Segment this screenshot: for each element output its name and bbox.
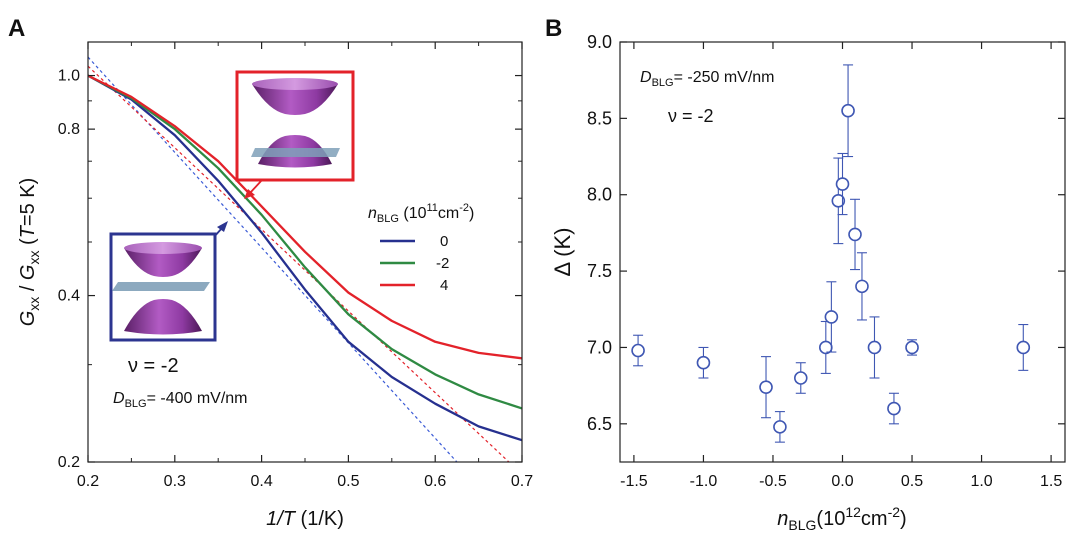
a-xtick-label-1: 0.3 <box>164 473 186 490</box>
panel-b-points <box>631 64 1031 443</box>
a-ytick-label-0: 0.2 <box>58 454 80 471</box>
b-marker-13 <box>887 401 901 416</box>
a-xtick-label-0: 0.2 <box>77 473 99 490</box>
b-data-point-5 <box>819 320 833 374</box>
b-data-point-14 <box>905 339 919 356</box>
a-ytick-label-3: 1.0 <box>58 68 80 85</box>
b-marker-10 <box>848 227 862 242</box>
panel-b-xlabel: nBLG(1012cm-2) <box>777 504 906 533</box>
inset-gapped-arrowhead <box>217 221 228 232</box>
b-data-point-3 <box>773 411 787 443</box>
b-marker-4 <box>793 371 808 385</box>
panel-b-field-annotation: DBLG= -250 mV/nm <box>640 69 775 89</box>
b-ytick-label-1: 7.0 <box>587 337 612 357</box>
b-marker-14 <box>905 340 919 355</box>
a-series-line-2 <box>88 74 522 360</box>
b-ytick-label-0: 6.5 <box>587 414 612 434</box>
b-data-point-6 <box>824 281 839 353</box>
a-xtick-label-4: 0.6 <box>424 473 446 490</box>
panel-b-ticks: -1.5 -1.0 -0.5 0.0 0.5 1.0 1.5 6.5 7.0 7.5 8.0 8.5 9… <box>587 32 1065 490</box>
b-xtick-label-3: 0.0 <box>831 473 853 490</box>
b-ytick-label-2: 7.5 <box>587 261 612 281</box>
a-xtick-label-2: 0.4 <box>250 473 272 490</box>
b-xtick-label-6: 1.5 <box>1040 473 1062 490</box>
panel-a-nu-annotation: ν = -2 <box>128 355 179 377</box>
a-xtick-label-5: 0.7 <box>511 473 533 490</box>
a-series-line-0 <box>88 74 522 442</box>
b-data-point-2 <box>759 356 773 419</box>
panel-b-frame <box>619 41 1066 463</box>
legend-title: nBLG (1011cm-2) <box>368 202 474 225</box>
b-marker-9 <box>841 103 855 118</box>
panel-b-ylabel: Δ (K) <box>550 228 575 277</box>
panel-a-ylabel: Gxx / Gxx (T=5 K) <box>17 178 42 327</box>
a-ytick-label-1: 0.4 <box>58 288 80 305</box>
b-xtick-label-1: -1.0 <box>690 473 718 490</box>
panel-b-nu-annotation: ν = -2 <box>668 106 714 126</box>
b-marker-12 <box>867 340 882 355</box>
b-data-point-9 <box>841 64 855 158</box>
a-series-line-1 <box>88 74 522 410</box>
b-data-point-1 <box>696 346 711 379</box>
legend-label-1: -2 <box>436 255 449 272</box>
b-data-point-8 <box>835 152 850 216</box>
b-marker-2 <box>759 380 773 394</box>
inset-gapped-bands <box>109 232 217 342</box>
panel-a-label: A <box>8 15 25 42</box>
legend-label-0: 0 <box>440 233 448 250</box>
b-xtick-label-0: -1.5 <box>620 473 648 490</box>
b-marker-1 <box>696 355 711 370</box>
b-ytick-label-4: 8.5 <box>587 108 612 128</box>
inset-doped-arrow <box>249 179 263 194</box>
b-ytick-label-5: 9.0 <box>587 32 612 52</box>
b-data-point-11 <box>855 252 869 321</box>
b-xtick-label-4: 0.5 <box>901 473 923 490</box>
b-xtick-label-2: -0.5 <box>759 473 787 490</box>
inset-doped-arrowhead <box>244 189 255 199</box>
panel-a-field-annotation: DBLG= -400 mV/nm <box>113 390 248 410</box>
panel-a: A 0.2 0.3 0.4 0.5 0.6 0.7 0.2 0.4 0.8 1.0 Gxx / G… <box>8 15 533 530</box>
b-marker-3 <box>773 420 787 434</box>
b-data-point-4 <box>793 362 808 394</box>
legend-label-2: 4 <box>440 277 448 294</box>
panel-b-label: B <box>545 15 562 42</box>
b-marker-8 <box>835 177 850 191</box>
b-marker-11 <box>855 279 869 294</box>
b-ytick-label-3: 8.0 <box>587 185 612 205</box>
b-marker-7 <box>831 194 846 208</box>
panel-a-fit-lines <box>88 56 510 462</box>
b-data-point-0 <box>631 334 645 367</box>
b-marker-6 <box>824 310 839 324</box>
panel-a-ticks: 0.2 0.3 0.4 0.5 0.6 0.7 0.2 0.4 0.8 1.0 <box>58 42 533 490</box>
b-data-point-10 <box>848 198 862 271</box>
b-marker-0 <box>631 343 645 358</box>
b-data-point-12 <box>867 316 882 379</box>
panel-a-series <box>88 74 522 442</box>
panel-b: B -1.5 -1.0 -0.5 0.0 0.5 1.0 1.5 6.5 7.0 7.5 8.0 8.… <box>545 15 1066 533</box>
b-marker-15 <box>1016 340 1031 355</box>
b-data-point-15 <box>1016 323 1031 371</box>
a-xtick-label-3: 0.5 <box>337 473 359 490</box>
b-data-point-7 <box>831 157 846 245</box>
a-ytick-label-2: 0.8 <box>58 121 80 138</box>
panel-a-xlabel: 1/T (1/K) <box>266 508 344 530</box>
b-xtick-label-5: 1.0 <box>970 473 992 490</box>
panel-a-legend: nBLG (1011cm-2) 0 -2 4 <box>368 202 474 294</box>
inset-doped-bands <box>235 70 355 182</box>
b-data-point-13 <box>887 392 901 425</box>
